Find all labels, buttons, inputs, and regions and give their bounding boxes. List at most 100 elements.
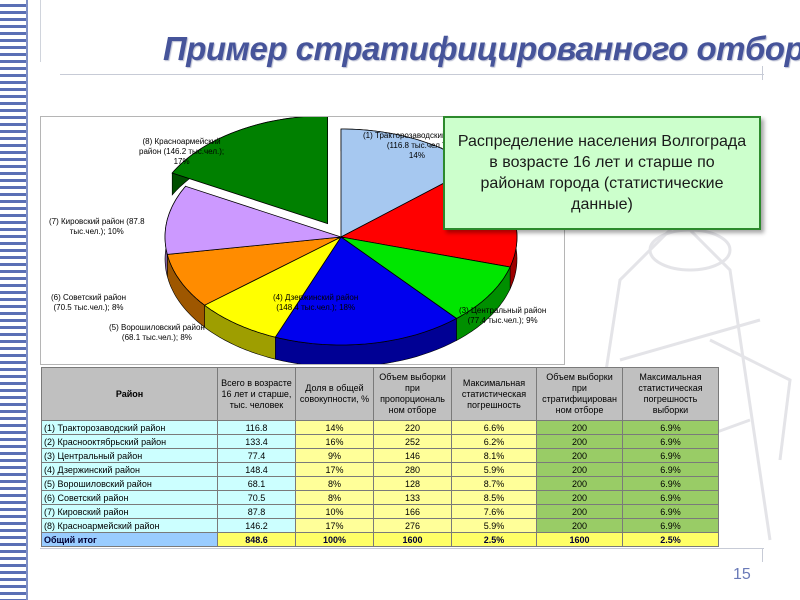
table-cell: 16% (295, 434, 374, 449)
slide-title: Пример стратифицированного отбора (163, 30, 800, 67)
pie-slice (274, 236, 458, 346)
table-cell: (1) Тракторозаводский район (41, 420, 218, 435)
table-cell: 128 (373, 476, 452, 491)
table-cell: 17% (295, 462, 374, 477)
info-box: Распределение населения Волгограда в воз… (443, 116, 761, 230)
table-cell: 8.7% (451, 476, 537, 491)
table-row: (4) Дзержинский район 148.4 17% 280 5.9% 200 6… (41, 462, 719, 477)
pie-slice-label: (8) Красноармейский район (146.2 тыс.чел.… (139, 137, 224, 167)
table-cell: 148.4 (217, 462, 296, 477)
table-cell: 252 (373, 434, 452, 449)
table-cell: 10% (295, 504, 374, 519)
pie-slice-label: (5) Ворошиловский район (68.1 тыс.чел.); … (109, 323, 205, 343)
table-cell: 17% (295, 518, 374, 533)
table-cell: 200 (536, 490, 623, 505)
pie-slice-label: (1) Тракторозаводский район (116.8 тыс.че… (363, 131, 471, 161)
table-cell: 8% (295, 476, 374, 491)
table-cell: 8.1% (451, 448, 537, 463)
table-cell: 200 (536, 462, 623, 477)
title-rule-corner (762, 66, 763, 80)
table-cell: 2.5% (622, 532, 719, 547)
table-row: (5) Ворошиловский район 68.1 8% 128 8.7% 200 6… (41, 476, 719, 491)
table-cell: 133 (373, 490, 452, 505)
table-row: (8) Красноармейский район 146.2 17% 276 5.9%… (41, 518, 719, 533)
pie-label-line: (1) Тракторозаводский район (363, 131, 471, 140)
table-cell: 220 (373, 420, 452, 435)
pie-label-line: (6) Советский район (51, 293, 127, 302)
pie-slice (171, 117, 329, 225)
table-row: (3) Центральный район 77.4 9% 146 8.1% 200 6.9… (41, 448, 719, 463)
pie-chart-panel: (1) Тракторозаводский район (116.8 тыс.че… (40, 116, 565, 365)
pie-label-line: 17% (173, 157, 190, 166)
table-cell: 100% (295, 532, 374, 547)
pie-label-line: (4) Дзержинский район (273, 293, 359, 302)
pie-label-line: (70.5 тыс.чел.); 8% (53, 303, 124, 312)
table-row: (2) Краснооктябрьский район 133.4 16% 252 6.… (41, 434, 719, 449)
table-cell: (6) Советский район (41, 490, 218, 505)
pie-label-line: 14% (408, 151, 425, 160)
table-cell: Общий итог (41, 532, 218, 547)
table-cell: 200 (536, 518, 623, 533)
table-cell: 70.5 (217, 490, 296, 505)
binder-edge (26, 0, 28, 600)
pie-slice (340, 236, 511, 319)
pie-slice-label: (3) Центральный район (77.4 тыс.чел.); 9% (459, 306, 546, 326)
info-box-text: Распределение населения Волгограда в воз… (457, 133, 747, 213)
column-header: Объем выборки при пропорциональ ном отбо… (373, 367, 452, 421)
district-table: Район Всего в возрасте 16 лет и старше, … (41, 367, 719, 547)
table-cell: 8% (295, 490, 374, 505)
column-header: Район (41, 367, 218, 421)
table-cell: 200 (536, 476, 623, 491)
pie-label-line: (68.1 тыс.чел.); 8% (121, 333, 192, 342)
table-cell: (8) Красноармейский район (41, 518, 218, 533)
table-cell: 8.5% (451, 490, 537, 505)
table-cell: 77.4 (217, 448, 296, 463)
table-cell: 87.8 (217, 504, 296, 519)
pie-label-line: район (146.2 тыс.чел.); (139, 147, 225, 156)
pie-slice (164, 185, 342, 255)
divider-line (40, 0, 41, 62)
bottom-rule (40, 548, 764, 549)
table-cell: 200 (536, 504, 623, 519)
table-cell: 14% (295, 420, 374, 435)
table-cell: 68.1 (217, 476, 296, 491)
table-cell: 9% (295, 448, 374, 463)
pie-label-line: (7) Кировский район (87.8 (49, 217, 145, 226)
page-number: 15 (733, 566, 751, 583)
pie-label-line: тыс.чел.); 10% (69, 227, 124, 236)
column-header: Всего в возрасте 16 лет и старше, тыс. ч… (217, 367, 296, 421)
pie-label-line: (3) Центральный район (459, 306, 547, 315)
table-cell: 200 (536, 434, 623, 449)
pie-label-line: (77.4 тыс.чел.); 9% (467, 316, 538, 325)
table-total-row: Общий итог 848.6 100% 1600 2.5% 1600 2.5… (41, 532, 719, 547)
binder-rings (0, 0, 26, 600)
table-cell: 200 (536, 420, 623, 435)
pie-slice-label: (6) Советский район (70.5 тыс.чел.); 8% (51, 293, 126, 313)
table-cell: 166 (373, 504, 452, 519)
table-cell: 146.2 (217, 518, 296, 533)
table-cell: 6.9% (622, 462, 719, 477)
table-cell: 1600 (373, 532, 452, 547)
pie-label-line: (148.4 тыс.чел.); 18% (276, 303, 356, 312)
title-rule (60, 74, 764, 75)
table-cell: 6.6% (451, 420, 537, 435)
table-cell: (2) Краснооктябрьский район (41, 434, 218, 449)
table-cell: 116.8 (217, 420, 296, 435)
table-cell: (3) Центральный район (41, 448, 218, 463)
table-cell: 146 (373, 448, 452, 463)
table-cell: 276 (373, 518, 452, 533)
table-cell: 6.9% (622, 504, 719, 519)
table-cell: 2.5% (451, 532, 537, 547)
table-cell: 6.9% (622, 490, 719, 505)
table-cell: (5) Ворошиловский район (41, 476, 218, 491)
table-cell: 6.9% (622, 476, 719, 491)
column-header: Доля в общей совокупности, % (295, 367, 374, 421)
bottom-rule-corner (762, 548, 763, 562)
table-row: (1) Тракторозаводский район 116.8 14% 220 6.… (41, 420, 719, 435)
table-row: (7) Кировский район 87.8 10% 166 7.6% 200 6.9% (41, 504, 719, 519)
table-cell: 6.9% (622, 518, 719, 533)
table-cell: 5.9% (451, 518, 537, 533)
column-header: Объем выборки при стратифицирован ном от… (536, 367, 623, 421)
table-row: (6) Советский район 70.5 8% 133 8.5% 200 6.9% (41, 490, 719, 505)
table-cell: 200 (536, 448, 623, 463)
